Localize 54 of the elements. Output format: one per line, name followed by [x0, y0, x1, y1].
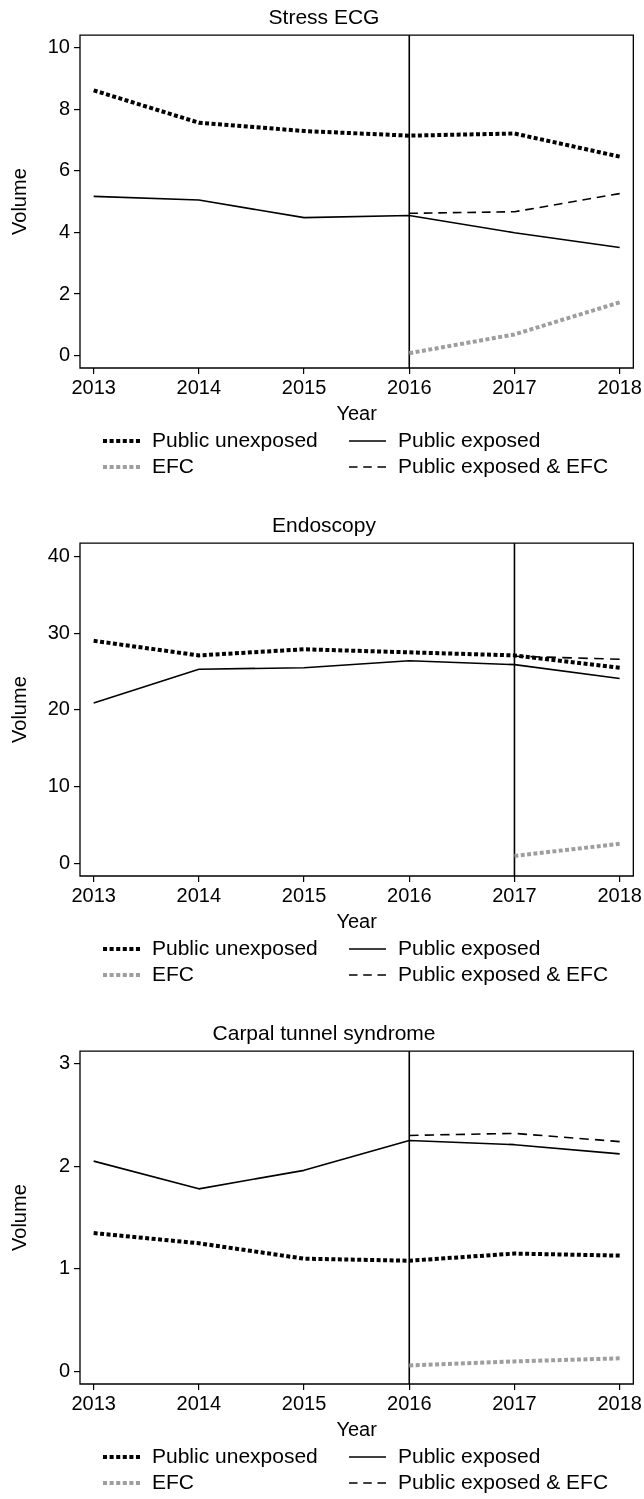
y-tick-label: 10: [47, 35, 70, 58]
x-tick-label: 2014: [176, 375, 222, 398]
x-tick-label: 2014: [176, 1391, 222, 1414]
x-axis-title: Year: [336, 909, 378, 932]
y-tick-label: 4: [58, 219, 70, 242]
y-tick-label: 0: [58, 1359, 70, 1382]
legend-label: Public unexposed: [152, 1443, 318, 1467]
y-tick-label: 3: [58, 1051, 70, 1074]
legend-label: Public unexposed: [152, 935, 318, 959]
chart-title: Carpal tunnel syndrome: [212, 1021, 436, 1045]
x-axis-title: Year: [336, 1417, 378, 1440]
x-tick-label: 2018: [597, 375, 642, 398]
x-tick-label: 2015: [281, 1391, 327, 1414]
legend-label: Public exposed & EFC: [398, 961, 609, 985]
legend-label: EFC: [152, 453, 194, 477]
y-axis-title: Volume: [7, 168, 30, 235]
legend-label: Public exposed: [398, 1443, 541, 1467]
x-tick-label: 2017: [492, 1391, 537, 1414]
legend-label: Public unexposed: [152, 427, 318, 451]
legend-label: Public exposed & EFC: [398, 1469, 609, 1493]
x-tick-label: 2018: [597, 1391, 642, 1414]
x-tick-label: 2017: [492, 883, 537, 906]
y-tick-label: 40: [47, 543, 70, 566]
chart-title: Stress ECG: [268, 5, 380, 29]
x-tick-label: 2018: [597, 883, 642, 906]
y-tick-label: 30: [47, 620, 70, 643]
x-tick-label: 2016: [387, 375, 432, 398]
x-tick-label: 2014: [176, 883, 222, 906]
y-tick-label: 2: [58, 281, 70, 304]
legend-label: Public exposed & EFC: [398, 453, 609, 477]
x-tick-label: 2013: [71, 883, 116, 906]
x-tick-label: 2013: [71, 375, 116, 398]
y-tick-label: 0: [58, 343, 70, 366]
chart-title: Endoscopy: [272, 513, 377, 537]
x-tick-label: 2016: [387, 883, 432, 906]
y-tick-label: 2: [58, 1153, 70, 1176]
y-tick-label: 10: [47, 774, 70, 797]
x-tick-label: 2015: [281, 883, 327, 906]
legend-label: EFC: [152, 961, 194, 985]
y-tick-label: 6: [58, 158, 70, 181]
x-tick-label: 2013: [71, 1391, 116, 1414]
y-tick-label: 1: [58, 1256, 70, 1279]
x-axis-title: Year: [336, 401, 378, 424]
x-tick-label: 2015: [281, 375, 327, 398]
y-tick-label: 8: [58, 96, 70, 119]
x-tick-label: 2016: [387, 1391, 432, 1414]
legend-label: Public exposed: [398, 427, 541, 451]
y-tick-label: 20: [47, 697, 70, 720]
y-axis-title: Volume: [7, 1184, 30, 1251]
legend-label: Public exposed: [398, 935, 541, 959]
legend-label: EFC: [152, 1469, 194, 1493]
y-axis-title: Volume: [7, 676, 30, 743]
x-tick-label: 2017: [492, 375, 537, 398]
y-tick-label: 0: [58, 851, 70, 874]
